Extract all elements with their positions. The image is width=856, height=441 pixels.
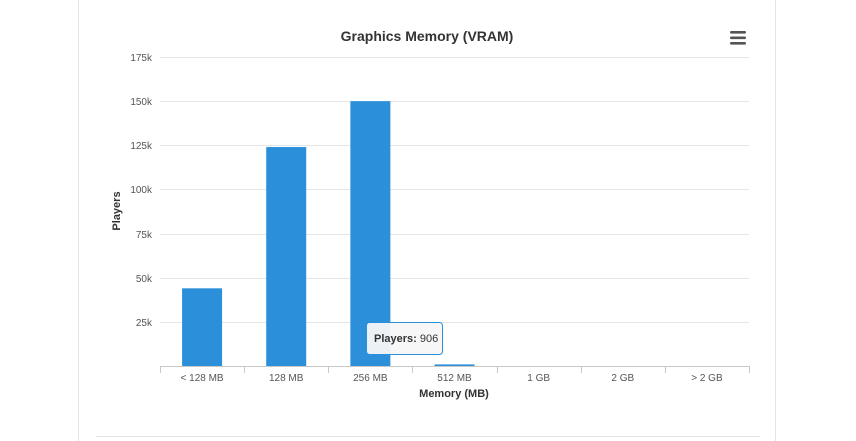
x-tick-label: 512 MB bbox=[437, 373, 472, 384]
tooltip: Players: 906 bbox=[366, 322, 443, 355]
y-tick-label: 25k bbox=[136, 318, 153, 329]
chart-card bbox=[78, 0, 776, 441]
bar-series bbox=[182, 101, 475, 367]
x-tick-label: 128 MB bbox=[269, 373, 304, 384]
x-tick-label: > 2 GB bbox=[691, 373, 723, 384]
x-tick-label: 256 MB bbox=[353, 373, 388, 384]
grid-lines bbox=[160, 57, 749, 323]
y-tick-label: 150k bbox=[130, 97, 153, 108]
x-tick-label: 1 GB bbox=[527, 373, 550, 384]
y-tick-label: 50k bbox=[136, 274, 153, 285]
y-tick-label: 175k bbox=[130, 53, 153, 64]
x-axis-title: Memory (MB) bbox=[419, 388, 489, 400]
footer-divider bbox=[96, 436, 760, 437]
chart-menu-button[interactable] bbox=[726, 28, 750, 48]
x-tick-label: 2 GB bbox=[611, 373, 634, 384]
tooltip-value: 906 bbox=[417, 333, 438, 345]
y-axis-ticks: 25k 50k 75k 100k 125k 150k 175k bbox=[130, 53, 153, 329]
bar[interactable] bbox=[350, 101, 391, 367]
hamburger-menu-icon[interactable] bbox=[730, 31, 746, 45]
y-tick-label: 125k bbox=[130, 141, 153, 152]
bar[interactable] bbox=[266, 147, 307, 366]
tooltip-text: Players: 906 bbox=[374, 333, 438, 345]
tooltip-label: Players: bbox=[374, 333, 417, 345]
x-axis: < 128 MB 128 MB 256 MB 512 MB 1 GB 2 GB > 2 GB bbox=[160, 366, 750, 384]
bar[interactable] bbox=[182, 288, 223, 366]
x-tick-label: < 128 MB bbox=[181, 373, 224, 384]
bar[interactable] bbox=[434, 364, 475, 366]
y-axis-title: Players bbox=[111, 191, 123, 230]
tooltip-box bbox=[366, 322, 443, 355]
y-tick-label: 100k bbox=[130, 185, 153, 196]
y-tick-label: 75k bbox=[136, 230, 153, 241]
chart-title: Graphics Memory (VRAM) bbox=[341, 28, 514, 44]
